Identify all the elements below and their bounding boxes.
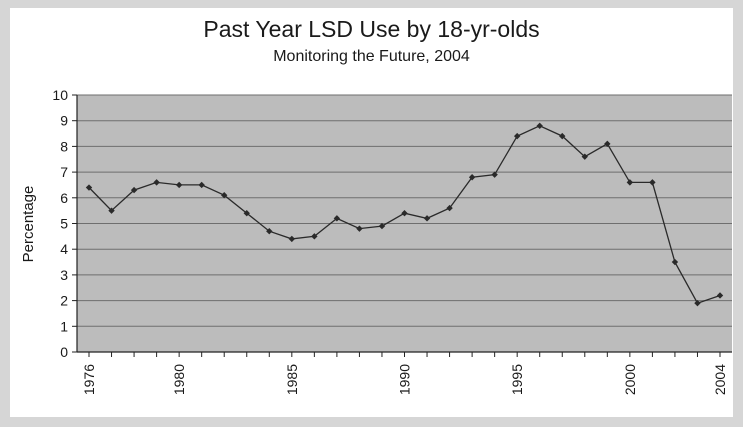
y-tick-label: 2 xyxy=(60,293,68,309)
data-point xyxy=(671,258,679,266)
data-point xyxy=(153,179,160,186)
data-point xyxy=(333,215,341,222)
y-tick-label: 6 xyxy=(60,190,68,206)
data-point xyxy=(175,181,183,189)
data-point xyxy=(356,225,363,232)
x-tick-label: 1980 xyxy=(171,364,187,395)
data-point xyxy=(108,207,115,214)
data-point xyxy=(378,222,386,230)
y-ticks: 0 1 2 3 4 5 6 7 8 9 10 xyxy=(52,87,77,360)
data-point xyxy=(311,233,318,240)
data-point xyxy=(626,179,634,186)
data-point xyxy=(221,192,228,199)
y-tick-label: 10 xyxy=(52,87,68,103)
x-tick-label: 2000 xyxy=(622,364,638,395)
x-tick-label: 2004 xyxy=(712,364,728,395)
y-tick-label: 3 xyxy=(60,267,68,283)
data-point xyxy=(559,132,566,140)
y-tick-label: 0 xyxy=(60,344,68,360)
data-point xyxy=(604,140,611,148)
chart-subtitle: Monitoring the Future, 2004 xyxy=(273,48,470,65)
data-point xyxy=(694,299,701,307)
x-tick-label: 1990 xyxy=(397,364,413,395)
y-tick-label: 4 xyxy=(60,241,68,257)
chart-title: Past Year LSD Use by 18-yr-olds xyxy=(203,16,540,42)
data-point xyxy=(243,210,250,217)
y-tick-label: 8 xyxy=(60,138,68,154)
data-point xyxy=(423,215,431,222)
data-point xyxy=(130,186,138,194)
x-tick-label: 1995 xyxy=(509,364,525,395)
y-tick-label: 1 xyxy=(60,318,68,334)
data-point xyxy=(401,210,408,217)
y-tick-label: 5 xyxy=(60,216,68,232)
data-point xyxy=(513,132,521,140)
data-point xyxy=(649,179,656,186)
data-point xyxy=(198,181,205,189)
grid-lines xyxy=(77,94,732,327)
data-point xyxy=(716,292,724,299)
data-point xyxy=(581,153,588,160)
x-tick-label: 1985 xyxy=(284,364,300,395)
y-tick-label: 9 xyxy=(60,113,68,129)
data-point xyxy=(85,184,93,191)
y-tick-label: 7 xyxy=(60,164,68,180)
data-point xyxy=(536,122,543,130)
data-point xyxy=(491,171,498,178)
x-ticks: 1976 1980 1985 1990 1995 2000 2004 xyxy=(81,352,728,395)
data-point xyxy=(266,228,273,235)
data-point xyxy=(468,174,476,181)
x-tick-label: 1976 xyxy=(81,364,97,395)
data-point xyxy=(288,235,296,243)
y-axis-title: Percentage xyxy=(20,186,37,263)
data-point xyxy=(446,204,453,212)
data-points xyxy=(85,122,724,307)
